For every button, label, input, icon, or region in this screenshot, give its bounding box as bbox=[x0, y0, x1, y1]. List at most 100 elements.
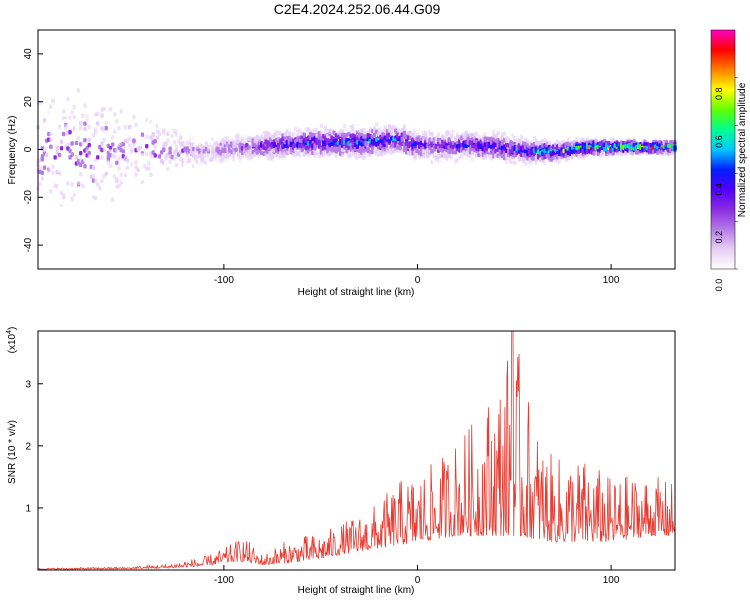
spectrogram-cell bbox=[115, 119, 119, 124]
spectrogram-cell bbox=[98, 133, 102, 138]
spectrogram-cell bbox=[502, 131, 507, 136]
snr-y-multiplier: (x104) bbox=[6, 327, 18, 354]
spectrogram-cell bbox=[168, 179, 172, 185]
spectrogram-cell bbox=[38, 165, 42, 171]
spectrogram-cell bbox=[117, 156, 121, 161]
spectrogram-cell bbox=[68, 222, 72, 228]
spectrogram-cell bbox=[49, 188, 53, 194]
spectrogram-cell bbox=[121, 130, 125, 135]
spectrogram-cell bbox=[147, 161, 151, 166]
spectrogram-cell bbox=[281, 157, 285, 162]
spectrogram-cell bbox=[485, 157, 490, 163]
spectrogram-cell bbox=[113, 191, 117, 196]
spectrogram-cell bbox=[125, 165, 130, 170]
spectrogram-cell bbox=[115, 179, 119, 184]
spectrogram-cell bbox=[66, 125, 70, 130]
spectrogram-cell bbox=[436, 132, 441, 137]
spectrogram-cell bbox=[100, 113, 104, 118]
spectrogram-cell bbox=[477, 135, 481, 140]
spectrogram-cell bbox=[162, 130, 166, 135]
spectrogram-cell bbox=[594, 134, 598, 139]
spectrogram-cell bbox=[106, 185, 111, 190]
spectrogram-cell bbox=[81, 91, 85, 97]
spectrogram-cell bbox=[189, 134, 194, 139]
spectrogram-cell bbox=[102, 147, 106, 152]
spectrogram-cell bbox=[127, 124, 132, 130]
snr-x-tick-label: -100 bbox=[214, 575, 234, 586]
spectrogram-cell bbox=[247, 145, 251, 150]
spectrogram-cell bbox=[74, 140, 79, 146]
spectrogram-cell bbox=[266, 160, 270, 165]
spectrogram-cell bbox=[622, 136, 626, 142]
spectrogram-cell bbox=[179, 131, 183, 137]
spectrogram-cell bbox=[211, 145, 215, 150]
spectrogram-cell bbox=[81, 113, 85, 118]
spectrogram-cell bbox=[473, 157, 477, 162]
colorbar-ticks: 0.0 0.2 0.4 0.6 0.8 bbox=[714, 77, 738, 291]
spectrogram-cell bbox=[174, 144, 179, 150]
spectrogram-cell bbox=[370, 146, 375, 151]
spectrogram-cell bbox=[98, 144, 102, 150]
spectrogram-cell bbox=[49, 131, 53, 137]
spectrogram-cell bbox=[179, 128, 183, 133]
spectrogram-cell bbox=[551, 137, 556, 142]
spectrogram-cell bbox=[196, 131, 200, 137]
spectrogram-cell bbox=[61, 96, 66, 102]
spectrogram-cell bbox=[366, 122, 370, 128]
spectrogram-cell bbox=[42, 227, 47, 232]
spectrogram-cell bbox=[96, 111, 100, 117]
snr-y-tick-label: 3 bbox=[25, 379, 31, 390]
spectrogram-cell bbox=[477, 126, 481, 132]
spectrogram-cells bbox=[36, 85, 677, 232]
spectrogram-cell bbox=[57, 124, 62, 129]
spectrogram-cell bbox=[568, 159, 573, 165]
spectrogram-cell bbox=[340, 152, 345, 158]
spectrogram-cell bbox=[93, 178, 98, 183]
spectrogram-cell bbox=[83, 158, 87, 163]
spectrogram-cell bbox=[362, 153, 366, 159]
spectrogram-cell bbox=[234, 147, 238, 153]
spectrogram-cell bbox=[121, 149, 125, 154]
spectrogram-cell bbox=[164, 175, 168, 180]
spectrogram-cell bbox=[110, 135, 115, 140]
spectrogram-cell bbox=[102, 137, 106, 143]
spectrogram-cell bbox=[134, 122, 138, 127]
spectrogram-cell bbox=[51, 101, 55, 107]
spectrogram-x-tick-label: 100 bbox=[603, 275, 620, 286]
spectrogram-cell bbox=[55, 159, 59, 165]
spectrogram-cell bbox=[38, 181, 42, 187]
spectrogram-cell bbox=[168, 169, 172, 174]
spectrogram-cell bbox=[108, 107, 113, 112]
spectrogram-cell bbox=[51, 98, 55, 104]
spectrogram-cell bbox=[291, 132, 296, 137]
spectrogram-cell bbox=[115, 98, 119, 103]
spectrogram-cell bbox=[66, 181, 70, 186]
spectrogram-cell bbox=[127, 136, 132, 142]
spectrogram-cell bbox=[51, 170, 55, 176]
spectrogram-cell bbox=[83, 126, 87, 132]
spectrogram-cell bbox=[377, 127, 381, 132]
spectrogram-cell bbox=[76, 187, 81, 192]
spectrogram-cell bbox=[145, 151, 149, 157]
spectrogram-cell bbox=[624, 151, 628, 157]
spectrogram-x-ticks: -100 0 100 bbox=[214, 264, 620, 286]
spectrogram-cell bbox=[130, 153, 134, 159]
spectrogram-cell bbox=[362, 127, 366, 133]
spectrogram-cell bbox=[53, 155, 57, 160]
svg-text:(x104): (x104) bbox=[6, 327, 18, 354]
spectrogram-cell bbox=[100, 155, 104, 160]
spectrogram-cell bbox=[83, 137, 87, 143]
spectrogram-cell bbox=[74, 154, 79, 160]
spectrogram-cell bbox=[100, 141, 104, 146]
spectrogram-cell bbox=[91, 174, 96, 179]
spectrogram-cell bbox=[70, 196, 74, 202]
spectrogram-cell bbox=[504, 165, 509, 170]
spectrogram-cell bbox=[61, 195, 66, 200]
spectrogram-cell bbox=[40, 113, 45, 118]
colorbar-tick-label: 0.8 bbox=[714, 88, 724, 101]
spectrogram-cell bbox=[168, 130, 172, 135]
spectrogram-cell bbox=[159, 164, 164, 170]
snr-y-label: SNR (10 * v/v) bbox=[7, 420, 18, 484]
spectrogram-cell bbox=[332, 125, 336, 131]
spectrogram-cell bbox=[113, 129, 117, 134]
